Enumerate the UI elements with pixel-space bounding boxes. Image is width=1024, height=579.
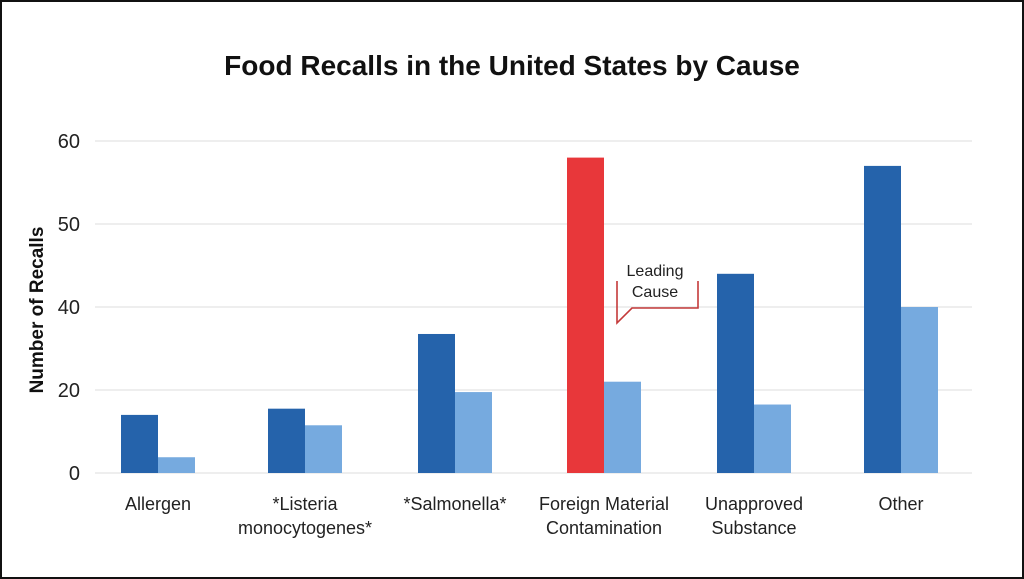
bar-series1-2 <box>418 333 455 473</box>
leading-cause-annotation: Leading Cause <box>626 263 684 301</box>
x-tick-label-4-line2: Substance <box>711 518 796 538</box>
bar-series2-2 <box>455 392 492 473</box>
bar-series2-3 <box>604 381 641 473</box>
bar-series1-1 <box>268 408 305 473</box>
x-tick-label-1-line1: *Listeria <box>272 494 338 514</box>
x-tick-label-0: Allergen <box>125 494 191 514</box>
y-tick-label-40: 40 <box>58 297 80 319</box>
bar-series2-5 <box>901 307 938 473</box>
x-tick-label-4-line1: Unapproved <box>705 494 803 514</box>
x-tick-label-2: *Salmonella* <box>403 494 506 514</box>
y-tick-label-20: 20 <box>58 380 80 402</box>
bar-series2-0 <box>158 457 195 473</box>
x-tick-label-3-line2: Contamination <box>546 518 662 538</box>
y-tick-label-0: 0 <box>69 463 80 485</box>
x-tick-label-1-line2: monocytogenes* <box>238 518 372 538</box>
annotation-callout-border <box>616 281 699 325</box>
bar-series1-4 <box>717 273 754 473</box>
chart-title: Food Recalls in the United States by Cau… <box>224 50 800 81</box>
bar-series2-1 <box>305 425 342 473</box>
bar-series2-4 <box>754 404 791 473</box>
x-tick-label-5: Other <box>878 494 923 514</box>
y-tick-label-50: 50 <box>58 214 80 236</box>
bar-series1-5 <box>864 165 901 473</box>
x-tick-label-3-line1: Foreign Material <box>539 494 669 514</box>
y-tick-label-60: 60 <box>58 131 80 153</box>
bar-series1-3 <box>567 157 604 473</box>
bar-series1-0 <box>121 414 158 473</box>
